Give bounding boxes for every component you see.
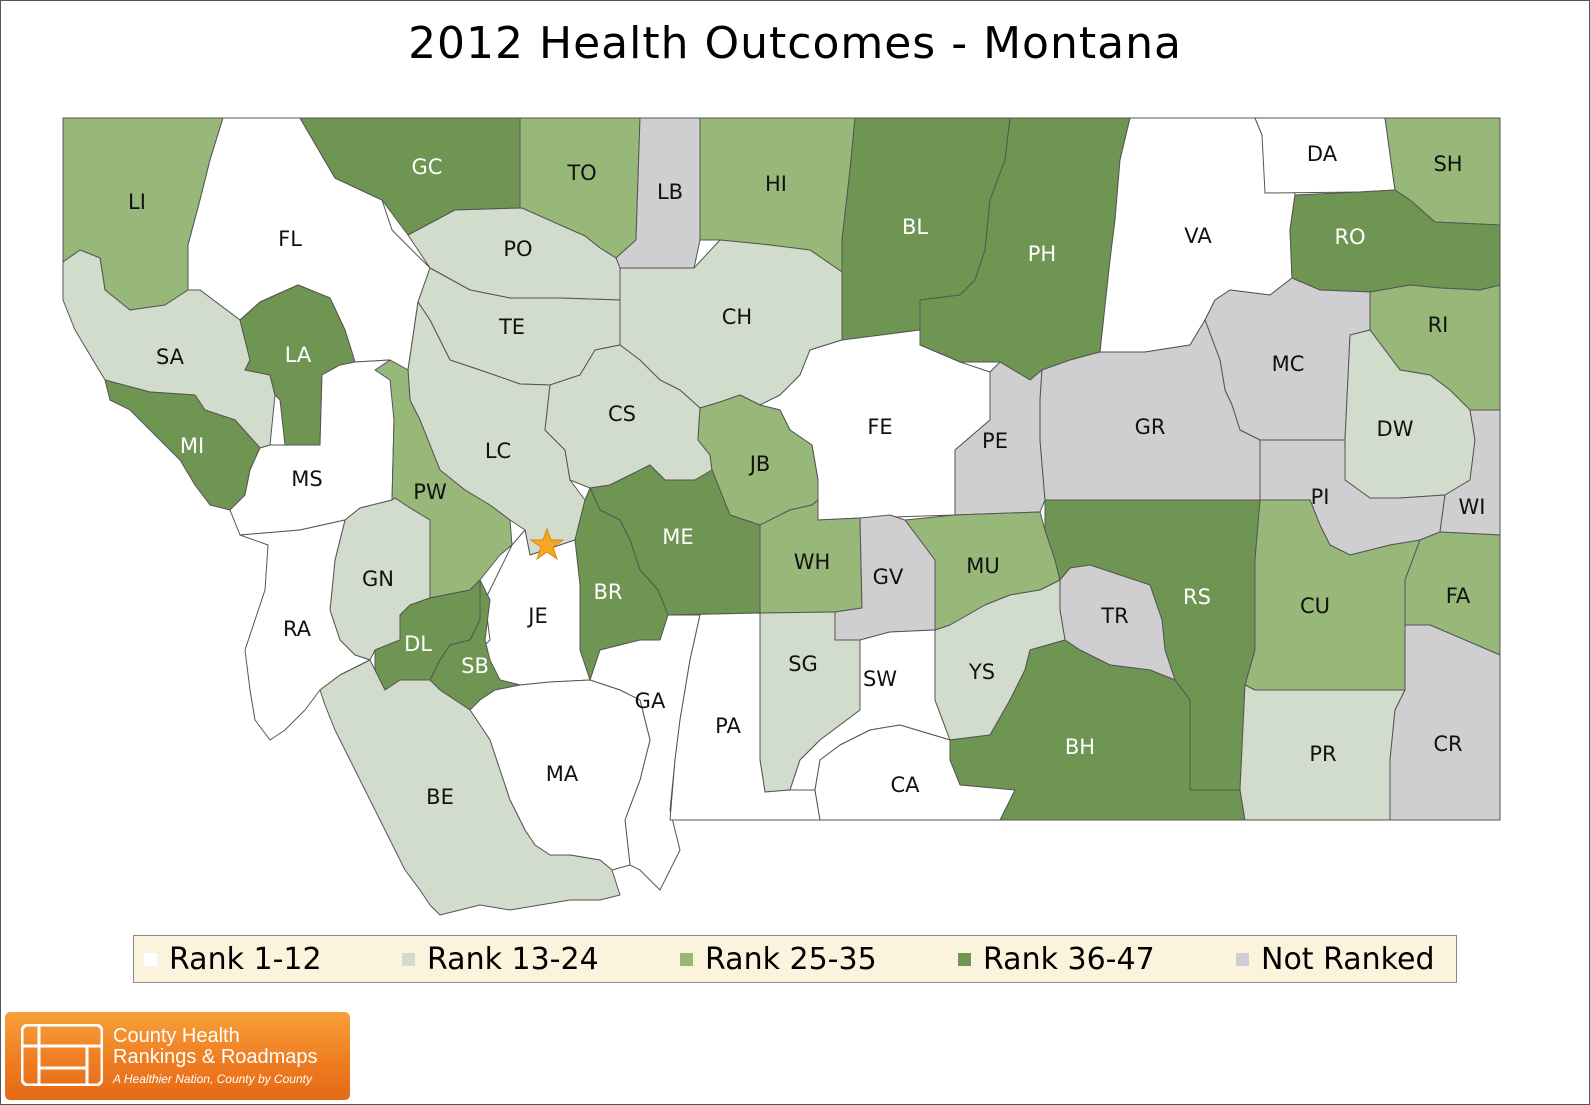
county-label-cs: CS (608, 402, 636, 426)
county-label-fl: FL (278, 227, 302, 251)
county-ca[interactable] (814, 724, 1016, 821)
legend-swatch (958, 952, 971, 966)
county-label-ro: RO (1334, 225, 1365, 249)
county-ra[interactable] (239, 519, 371, 741)
county-label-mc: MC (1272, 352, 1305, 376)
logo-line2: Rankings & Roadmaps (113, 1046, 318, 1068)
map-legend: Rank 1-12 Rank 13-24 Rank 25-35 Rank 36-47 N… (133, 935, 1457, 983)
county-label-va: VA (1184, 224, 1212, 248)
county-label-po: PO (503, 237, 532, 261)
county-label-ga: GA (635, 689, 666, 713)
county-label-cr: CR (1433, 732, 1462, 756)
county-label-lb: LB (657, 180, 683, 204)
county-label-wh: WH (794, 550, 831, 574)
county-label-gn: GN (362, 567, 394, 591)
county-label-te: TE (498, 315, 525, 339)
logo-line1: County Health (113, 1025, 240, 1047)
county-label-ys: YS (968, 660, 995, 684)
county-label-ra: RA (283, 617, 312, 641)
county-be[interactable] (319, 659, 621, 916)
county-label-wi: WI (1459, 495, 1486, 519)
county-label-gc: GC (412, 155, 443, 179)
county-label-pa: PA (715, 714, 741, 738)
county-label-ri: RI (1428, 313, 1449, 337)
county-label-sw: SW (863, 667, 897, 691)
county-label-ca: CA (890, 773, 920, 797)
county-label-dw: DW (1377, 417, 1414, 441)
legend-item-rank-13-24: Rank 13-24 (392, 942, 670, 977)
legend-label: Rank 1-12 (169, 941, 322, 977)
legend-swatch (144, 952, 157, 966)
county-label-fa: FA (1446, 584, 1471, 608)
county-label-da: DA (1307, 142, 1338, 166)
county-label-ch: CH (722, 305, 752, 329)
legend-item-not-ranked: Not Ranked (1226, 942, 1454, 977)
county-label-mu: MU (966, 554, 1000, 578)
county-label-ph: PH (1028, 242, 1056, 266)
county-label-mi: MI (180, 434, 204, 458)
county-label-li: LI (128, 190, 146, 214)
county-label-jb: JB (748, 452, 771, 476)
county-label-bh: BH (1065, 735, 1095, 759)
legend-swatch (680, 952, 693, 966)
legend-label: Rank 13-24 (427, 941, 599, 977)
legend-item-rank-36-47: Rank 36-47 (948, 942, 1226, 977)
county-label-pr: PR (1309, 742, 1336, 766)
county-label-be: BE (426, 785, 454, 809)
legend-item-rank-25-35: Rank 25-35 (670, 942, 948, 977)
county-label-pe: PE (982, 429, 1008, 453)
county-cr[interactable] (1389, 624, 1501, 821)
county-label-br: BR (594, 580, 623, 604)
county-label-me: ME (662, 525, 693, 549)
county-label-la: LA (285, 343, 312, 367)
state-capital-star-icon (529, 527, 565, 561)
county-label-cu: CU (1300, 594, 1330, 618)
county-wi[interactable] (1439, 409, 1501, 536)
county-label-bl: BL (902, 215, 928, 239)
county-label-sg: SG (788, 652, 818, 676)
county-health-rankings-logo[interactable]: County Health Rankings & Roadmaps A Heal… (5, 1012, 350, 1100)
county-label-rs: RS (1183, 585, 1211, 609)
legend-item-rank-1-12: Rank 1-12 (134, 942, 392, 977)
county-label-je: JE (526, 604, 547, 628)
county-label-gr: GR (1135, 415, 1166, 439)
county-label-ms: MS (291, 467, 322, 491)
legend-swatch (1236, 952, 1249, 966)
county-label-lc: LC (485, 439, 511, 463)
county-label-pw: PW (413, 480, 447, 504)
county-label-sa: SA (156, 345, 185, 369)
logo-map-icon (21, 1024, 103, 1086)
county-label-to: TO (566, 161, 596, 185)
legend-label: Rank 36-47 (983, 941, 1155, 977)
county-gr[interactable] (1039, 319, 1261, 501)
county-label-pi: PI (1311, 485, 1330, 509)
map-title: 2012 Health Outcomes - Montana (408, 18, 1182, 69)
county-label-fe: FE (867, 415, 892, 439)
county-label-hi: HI (765, 172, 787, 196)
legend-label: Rank 25-35 (705, 941, 877, 977)
county-label-sb: SB (461, 654, 489, 678)
logo-tagline: A Healthier Nation, County by County (113, 1072, 312, 1086)
county-label-sh: SH (1433, 152, 1462, 176)
county-label-ma: MA (546, 762, 579, 786)
county-label-tr: TR (1100, 604, 1128, 628)
county-label-gv: GV (873, 565, 904, 589)
legend-swatch (402, 952, 415, 966)
county-label-dl: DL (404, 632, 432, 656)
legend-label: Not Ranked (1261, 941, 1435, 977)
